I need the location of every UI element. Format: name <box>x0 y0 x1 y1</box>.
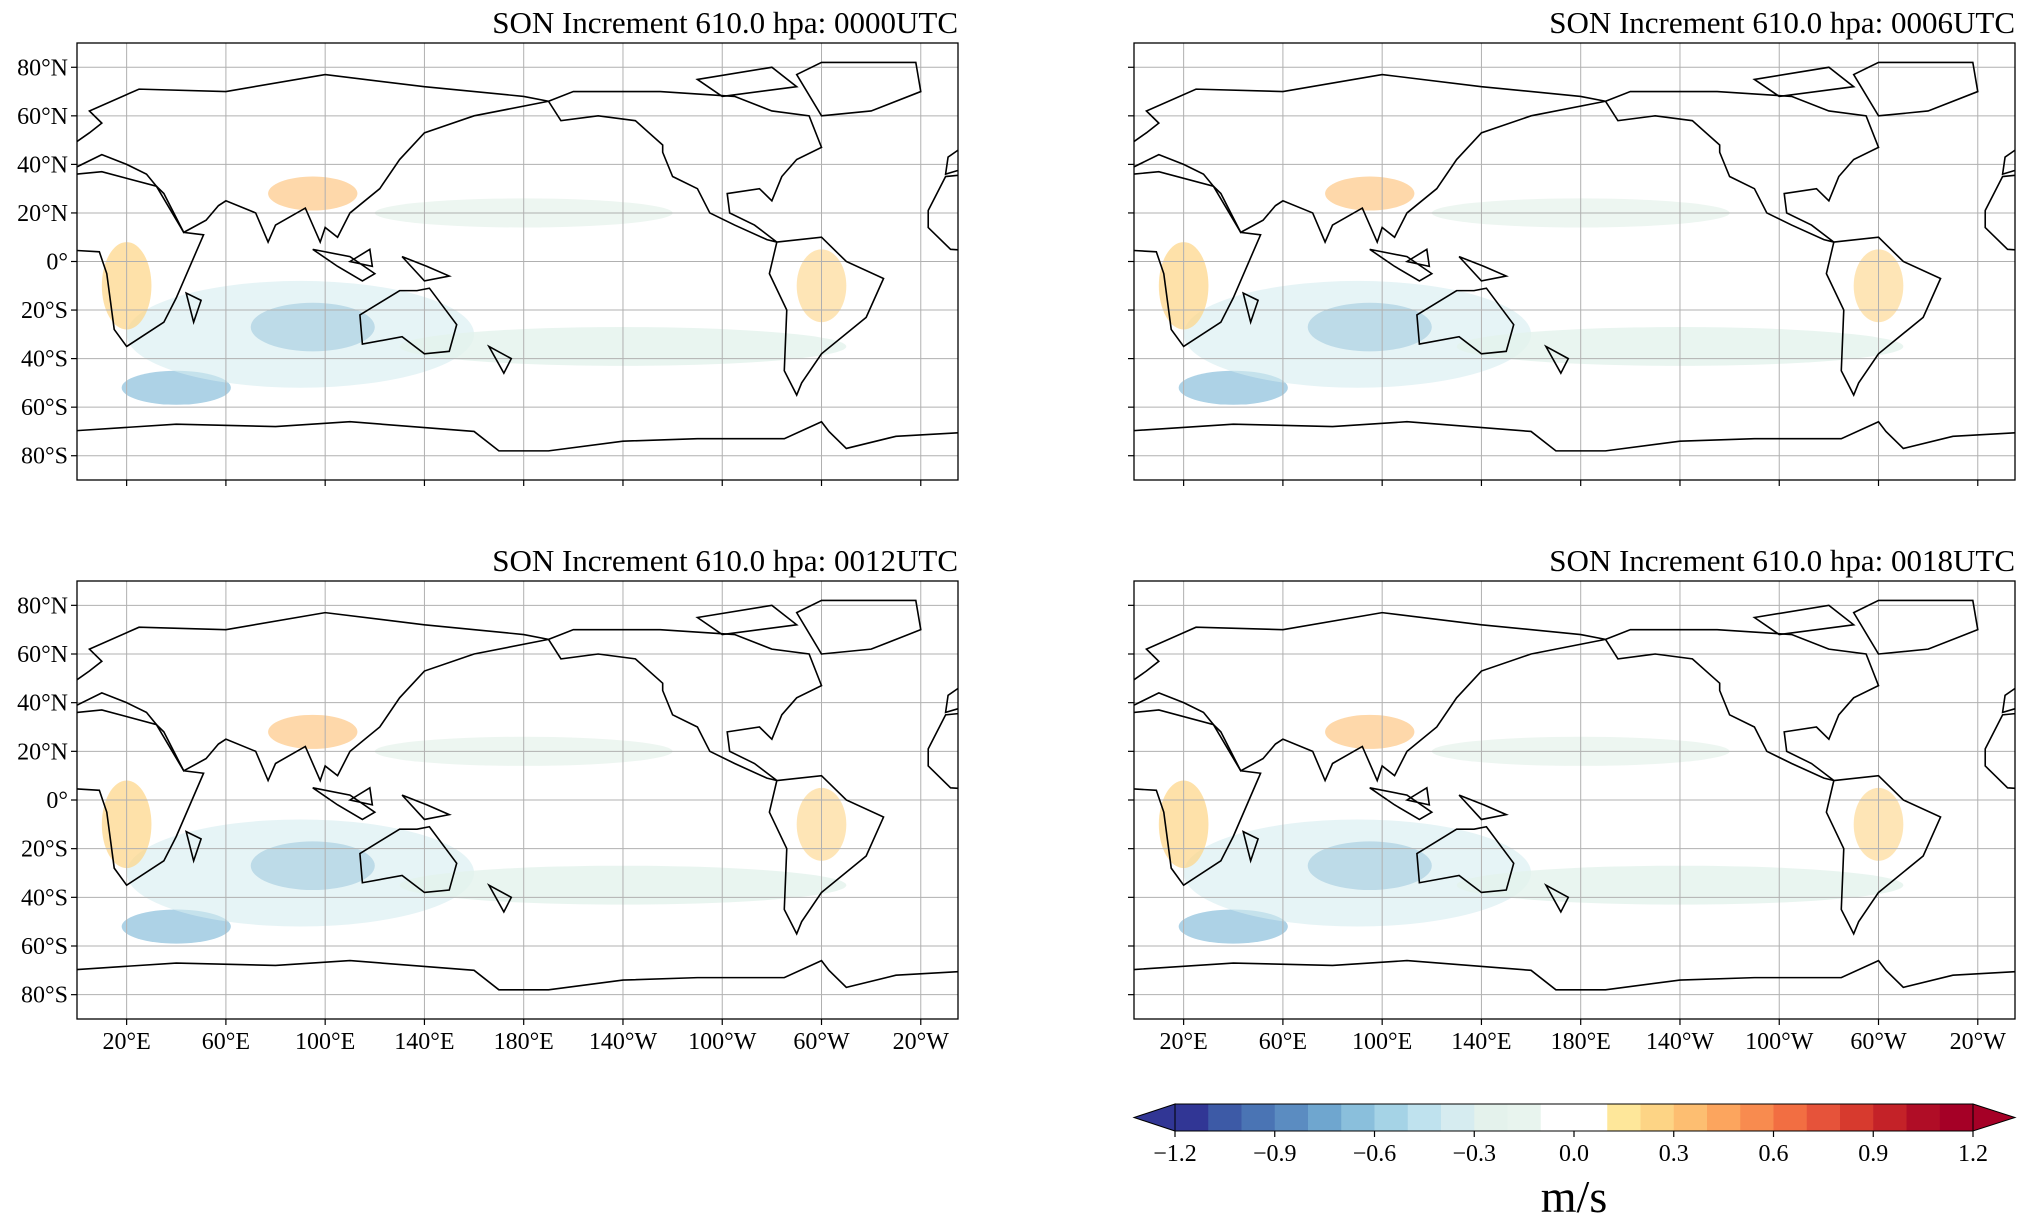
map-area <box>1134 43 2015 480</box>
colorbar-extend <box>1972 1103 2017 1132</box>
coastlines <box>77 598 958 992</box>
panel-title: SON Increment 610.0 hpa: 0012UTC <box>492 543 958 578</box>
y-tick-label: 80°S <box>21 444 68 470</box>
colorbar-segment <box>1341 1104 1375 1131</box>
x-tick-label: 20°W <box>1950 1029 2007 1055</box>
x-tick-label: 180°E <box>1551 1029 1611 1055</box>
y-tick-label: 20°S <box>21 298 68 324</box>
colorbar-tick-label: 1.2 <box>1958 1141 1988 1167</box>
coastline <box>1983 598 2015 992</box>
map-area <box>1134 581 2015 1019</box>
x-tick-label: 100°W <box>1745 1029 1814 1055</box>
colorbar-tick-label: 0.9 <box>1858 1141 1888 1167</box>
coastlines <box>77 60 958 453</box>
colorbar-segment <box>1274 1104 1309 1131</box>
colorbar-tick-label: −1.2 <box>1153 1141 1197 1167</box>
coastline <box>926 598 958 992</box>
x-tick-label: 100°W <box>688 1029 757 1055</box>
colorbar-segment <box>1673 1104 1708 1131</box>
colorbar-tick-label: −0.6 <box>1353 1141 1397 1167</box>
colorbar-segment <box>1707 1104 1741 1131</box>
colorbar-segment <box>1208 1104 1242 1131</box>
colorbar-segment <box>1175 1104 1209 1131</box>
x-tick-label: 60°E <box>1259 1029 1307 1055</box>
colorbar-segment <box>1607 1104 1641 1131</box>
colorbar-tick-label: 0.0 <box>1559 1141 1589 1167</box>
colorbar-segment <box>1906 1104 1941 1131</box>
colorbar-segment <box>1374 1104 1409 1131</box>
y-tick-label: 80°S <box>21 983 68 1009</box>
colorbar-segment <box>1507 1104 1542 1131</box>
map-area <box>77 581 958 1019</box>
map-area <box>77 43 958 480</box>
colorbar-tick-label: −0.9 <box>1253 1141 1297 1167</box>
colorbar-segment <box>1740 1104 1774 1131</box>
x-tick-label: 60°E <box>202 1029 250 1055</box>
colorbar-segment <box>1873 1104 1907 1131</box>
y-tick-label: 40°S <box>21 885 68 911</box>
x-tick-label: 60°W <box>793 1029 850 1055</box>
colorbar-segment <box>1308 1104 1342 1131</box>
y-tick-label: 40°N <box>17 152 68 178</box>
colorbar-segment <box>1441 1104 1475 1131</box>
y-tick-label: 20°S <box>21 837 68 863</box>
colorbar-segment <box>1840 1104 1874 1131</box>
x-tick-label: 180°E <box>494 1029 554 1055</box>
panel-title: SON Increment 610.0 hpa: 0000UTC <box>492 5 958 40</box>
colorbar-label: m/s <box>1541 1171 1607 1222</box>
colorbar-segment <box>1939 1104 1974 1131</box>
panel-title: SON Increment 610.0 hpa: 0018UTC <box>1549 543 2015 578</box>
y-tick-label: 80°N <box>17 55 68 81</box>
y-tick-label: 60°N <box>17 642 68 668</box>
y-tick-label: 0° <box>46 250 68 276</box>
colorbar-segment <box>1474 1104 1508 1131</box>
y-tick-label: 60°S <box>21 395 68 421</box>
colorbar-segment <box>1241 1104 1276 1131</box>
colorbar-extend <box>1132 1103 1176 1132</box>
x-tick-label: 20°E <box>103 1029 151 1055</box>
x-tick-label: 100°E <box>1352 1029 1412 1055</box>
colorbar-segment <box>1640 1104 1675 1131</box>
x-tick-label: 20°W <box>893 1029 950 1055</box>
x-tick-label: 100°E <box>295 1029 355 1055</box>
colorbar-tick-label: −0.3 <box>1452 1141 1496 1167</box>
y-tick-label: 60°N <box>17 104 68 130</box>
colorbar-segment <box>1806 1104 1841 1131</box>
y-tick-label: 40°S <box>21 347 68 373</box>
y-tick-label: 60°S <box>21 934 68 960</box>
colorbar-segment <box>1407 1104 1442 1131</box>
y-tick-label: 80°N <box>17 593 68 619</box>
colorbar-segment <box>1540 1104 1575 1131</box>
x-tick-label: 20°E <box>1160 1029 1208 1055</box>
x-tick-label: 140°E <box>394 1029 454 1055</box>
colorbar-tick-label: 0.3 <box>1659 1141 1689 1167</box>
x-tick-label: 60°W <box>1850 1029 1907 1055</box>
x-tick-label: 140°E <box>1451 1029 1511 1055</box>
coastline <box>926 60 958 453</box>
colorbar-segment <box>1773 1104 1808 1131</box>
y-tick-label: 20°N <box>17 739 68 765</box>
y-tick-label: 40°N <box>17 691 68 717</box>
y-tick-label: 20°N <box>17 201 68 227</box>
x-tick-label: 140°W <box>1646 1029 1715 1055</box>
x-tick-label: 140°W <box>589 1029 658 1055</box>
coastline <box>1983 60 2015 453</box>
panel-title: SON Increment 610.0 hpa: 0006UTC <box>1549 5 2015 40</box>
colorbar-tick-label: 0.6 <box>1759 1141 1789 1167</box>
colorbar-segment <box>1574 1104 1608 1131</box>
y-tick-label: 0° <box>46 788 68 814</box>
